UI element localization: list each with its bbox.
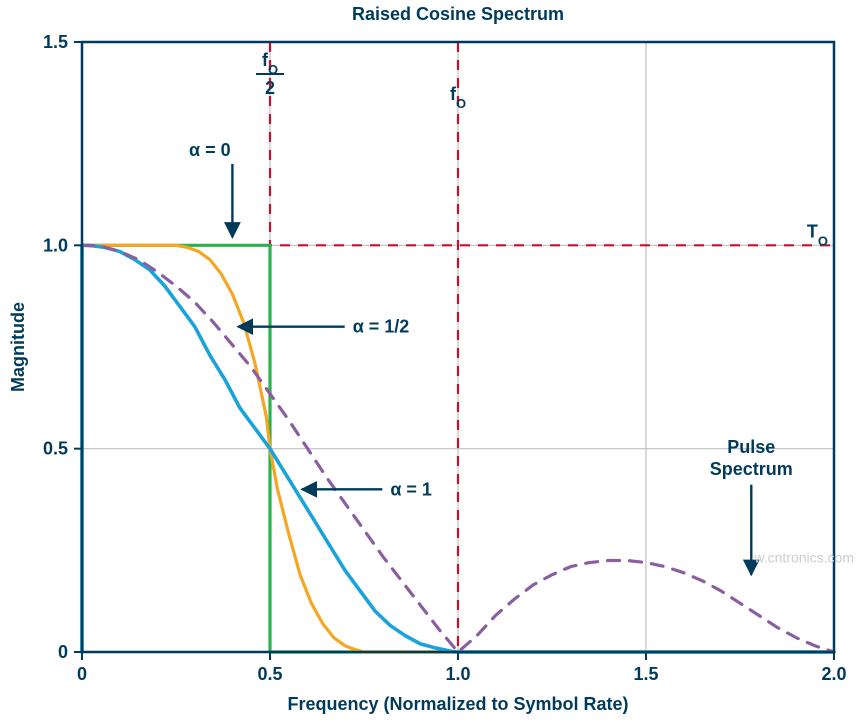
svg-text:1.5: 1.5 (43, 32, 68, 52)
svg-text:w.cntronics.com: w.cntronics.com (753, 550, 854, 566)
svg-text:1.0: 1.0 (43, 235, 68, 255)
svg-text:α = 1: α = 1 (390, 479, 432, 499)
svg-text:Magnitude: Magnitude (8, 302, 28, 392)
svg-text:0.5: 0.5 (257, 664, 282, 684)
svg-text:α = 1/2: α = 1/2 (353, 317, 410, 337)
svg-text:2: 2 (265, 78, 275, 98)
svg-text:1.0: 1.0 (445, 664, 470, 684)
svg-text:Pulse: Pulse (727, 437, 775, 457)
svg-text:α = 0: α = 0 (189, 140, 231, 160)
svg-text:0: 0 (77, 664, 87, 684)
svg-text:2.0: 2.0 (821, 664, 846, 684)
svg-text:0: 0 (58, 642, 68, 662)
chart-svg: Raised Cosine Spectrum 0 0.5 1.0 1.5 2.0 0 0.5 1… (0, 0, 859, 722)
chart-container: Raised Cosine Spectrum 0 0.5 1.0 1.5 2.0 0 0.5 1… (0, 0, 859, 722)
svg-text:0.5: 0.5 (43, 439, 68, 459)
svg-text:Frequency (Normalized to Symbo: Frequency (Normalized to Symbol Rate) (287, 694, 628, 714)
svg-text:1.5: 1.5 (633, 664, 658, 684)
svg-text:Raised Cosine Spectrum: Raised Cosine Spectrum (352, 4, 564, 24)
svg-text:Spectrum: Spectrum (710, 459, 793, 479)
